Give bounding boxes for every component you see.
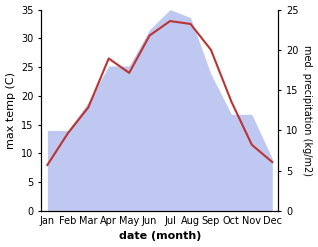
X-axis label: date (month): date (month) [119, 231, 201, 242]
Y-axis label: med. precipitation (kg/m2): med. precipitation (kg/m2) [302, 45, 313, 176]
Y-axis label: max temp (C): max temp (C) [5, 72, 16, 149]
